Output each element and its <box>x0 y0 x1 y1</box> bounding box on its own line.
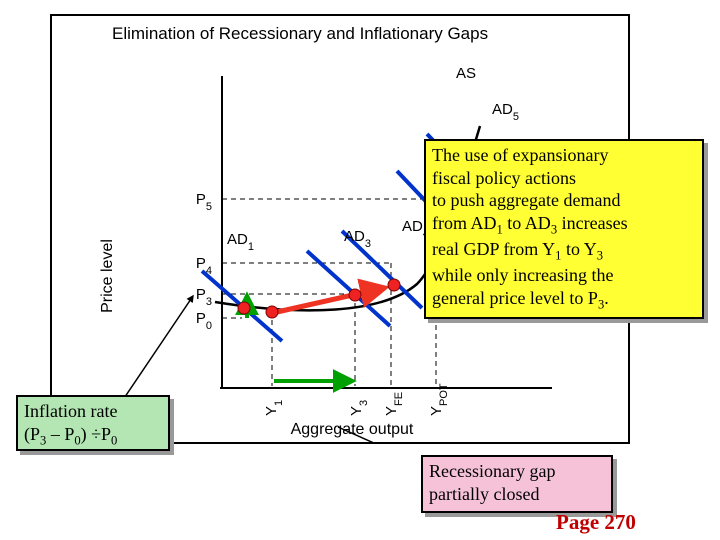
svg-text:P0: P0 <box>196 310 212 332</box>
svg-text:P3: P3 <box>196 286 212 308</box>
svg-text:Price level: Price level <box>99 239 116 313</box>
svg-text:AD5: AD5 <box>492 101 519 123</box>
explanation-callout: The use of expansionaryfiscal policy act… <box>424 139 704 319</box>
svg-text:YFE: YFE <box>383 392 405 416</box>
svg-text:Y1: Y1 <box>263 400 285 416</box>
svg-text:Y3: Y3 <box>348 400 370 416</box>
inflation-rate-callout: Inflation rate(P3 – P0) ÷P0 <box>16 395 170 451</box>
svg-text:Aggregate output: Aggregate output <box>291 421 414 438</box>
page-number: Page 270 <box>556 510 636 535</box>
svg-text:P5: P5 <box>196 191 212 213</box>
recessionary-gap-callout: Recessionary gappartially closed <box>421 455 613 513</box>
svg-text:AS: AS <box>456 65 476 82</box>
svg-text:AD1: AD1 <box>227 231 254 253</box>
